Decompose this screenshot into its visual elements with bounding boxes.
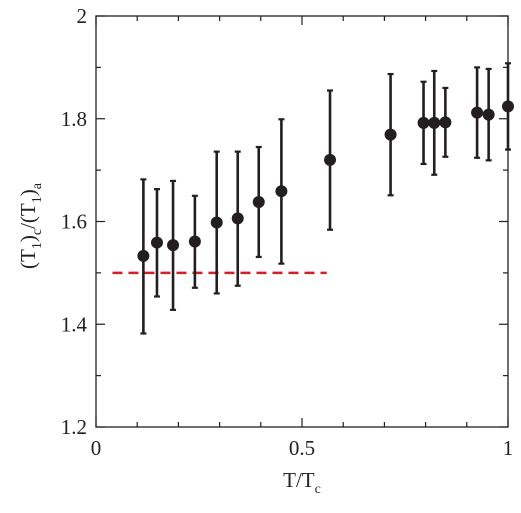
data-point xyxy=(231,212,244,225)
y-axis-label-sub-4: a xyxy=(30,182,45,189)
x-axis-label: T/Tc xyxy=(283,468,321,497)
y-tick-label: 2 xyxy=(77,4,88,28)
data-point xyxy=(324,153,337,166)
y-axis-label: (T1)c/(T1)a xyxy=(16,182,45,269)
data-point xyxy=(150,236,163,249)
y-tick-label: 1.4 xyxy=(61,312,88,336)
data-point xyxy=(439,116,452,129)
y-axis-label-part-1: (T xyxy=(16,249,40,269)
data-point xyxy=(210,216,223,229)
x-tick-label: 0.5 xyxy=(289,436,315,460)
data-point xyxy=(137,249,150,262)
data-point xyxy=(471,106,484,119)
y-tick-label: 1.6 xyxy=(61,210,87,234)
y-tick-label: 1.2 xyxy=(61,415,87,439)
y-axis-label-sub-2: c xyxy=(30,229,45,235)
y-tick-label: 1.8 xyxy=(61,107,87,131)
data-point xyxy=(417,116,430,129)
data-point xyxy=(428,116,441,129)
x-tick-label: 0 xyxy=(91,436,102,460)
data-point xyxy=(502,100,514,113)
y-axis-label-part-2: ) xyxy=(16,235,40,242)
y-axis-label-part-4: ) xyxy=(16,189,40,196)
data-point xyxy=(167,239,180,252)
data-point xyxy=(252,195,265,208)
data-point xyxy=(188,235,201,248)
data-point xyxy=(384,128,397,141)
data-point xyxy=(275,185,288,198)
y-axis-label-part-3: /(T xyxy=(16,203,40,229)
x-axis-label-main: T/T xyxy=(283,468,315,492)
y-axis-label-sub-1: 1 xyxy=(30,242,45,249)
x-axis-label-sub: c xyxy=(315,482,321,497)
y-axis-label-sub-3: 1 xyxy=(30,196,45,203)
data-point xyxy=(482,108,495,121)
chart-marks: 1.2 1.4 1.6 1.8 2 0 0.5 1 xyxy=(61,4,514,460)
x-tick-label: 1 xyxy=(503,436,514,460)
